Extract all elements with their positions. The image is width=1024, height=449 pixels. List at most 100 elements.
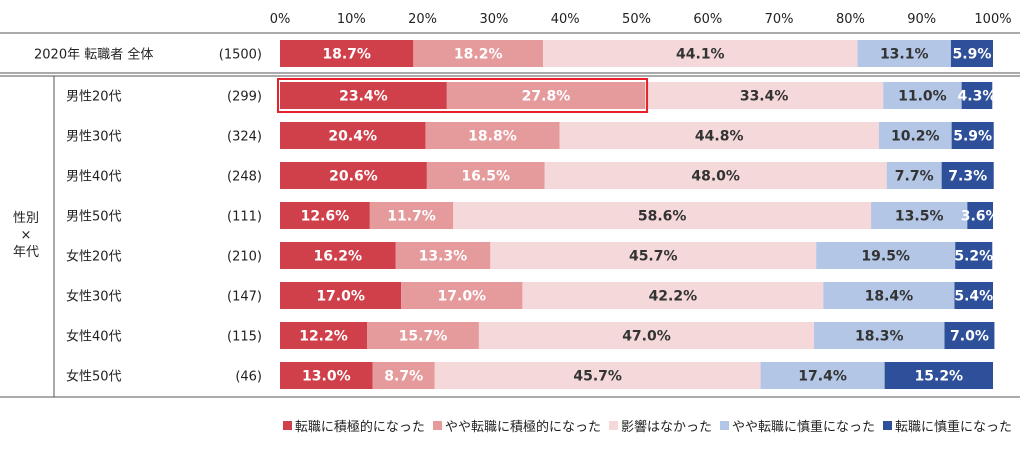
bar-segment: [446, 82, 646, 109]
x-tick-label: 70%: [765, 12, 794, 27]
highlight-box: [277, 78, 649, 113]
data-label: 18.7%: [322, 47, 371, 63]
bar-segment: [886, 162, 942, 189]
data-label: 58.6%: [638, 209, 687, 225]
data-label: 42.2%: [649, 289, 698, 305]
bar-segment: [883, 82, 962, 109]
bar-segment: [941, 162, 994, 189]
legend-item: 転職に慎重になった: [882, 416, 1012, 435]
row-label: 2020年 転職者 全体: [34, 47, 153, 63]
data-label: 4.3%: [958, 89, 997, 105]
row-label: 女性40代: [66, 329, 122, 345]
bar-segment: [559, 122, 879, 149]
bar-segment: [369, 202, 454, 229]
data-label: 13.3%: [419, 249, 468, 265]
bar-segment: [434, 362, 761, 389]
data-label: 44.8%: [695, 129, 744, 145]
x-tick-label: 90%: [907, 12, 936, 27]
data-label: 13.5%: [895, 209, 944, 225]
data-label: 33.4%: [740, 89, 789, 105]
bar-segment: [871, 202, 968, 229]
bar-segment: [280, 122, 426, 149]
x-tick-label: 40%: [551, 12, 580, 27]
data-label: 27.8%: [522, 89, 571, 105]
bar-segment: [857, 40, 951, 67]
bar-segment: [961, 82, 993, 109]
data-label: 12.6%: [301, 209, 350, 225]
row-count: (46): [235, 370, 262, 385]
row-count: (147): [227, 290, 262, 305]
x-tick-label: 0%: [270, 12, 291, 27]
x-tick-label: 50%: [622, 12, 651, 27]
bar-segment: [884, 362, 993, 389]
data-label: 16.5%: [461, 169, 510, 185]
data-label: 13.1%: [880, 47, 929, 63]
highlight-rect: [277, 78, 649, 113]
data-label: 5.9%: [953, 47, 992, 63]
bar-segment: [760, 362, 885, 389]
legend-label: 転職に積極的になった: [294, 420, 425, 435]
data-label: 18.2%: [454, 47, 503, 63]
row-label: 女性30代: [66, 289, 122, 305]
bar-segment: [280, 162, 427, 189]
bar-segment: [490, 242, 817, 269]
data-label: 47.0%: [622, 329, 671, 345]
data-label: 7.7%: [895, 169, 934, 185]
bar-segment: [951, 122, 994, 149]
bar-segment: [522, 282, 824, 309]
bar-segment: [280, 242, 396, 269]
bar-segment: [816, 242, 956, 269]
bar-segment: [280, 82, 447, 109]
row-label: 女性50代: [66, 369, 122, 385]
data-label: 15.2%: [915, 369, 964, 385]
row-count: (111): [227, 210, 262, 225]
legend-label: やや転職に慎重になった: [731, 420, 875, 435]
data-label: 10.2%: [891, 129, 940, 145]
data-label: 48.0%: [691, 169, 740, 185]
data-label: 7.0%: [950, 329, 989, 345]
group-label: 年代: [13, 245, 39, 260]
bar-segment: [280, 40, 414, 67]
row-label: 男性20代: [66, 90, 122, 105]
legend-swatch: [432, 421, 442, 430]
data-label: 15.7%: [399, 329, 448, 345]
bar-segment: [878, 122, 952, 149]
bar-segment: [401, 282, 523, 309]
data-label: 44.1%: [676, 47, 725, 63]
row-label: 男性30代: [66, 130, 122, 145]
bar-segment: [645, 82, 884, 109]
data-label: 3.6%: [961, 209, 1000, 225]
bars: 18.7% 18.2% 44.1% 13.1% 5.9% 23.4% 27.8% 33.4% 1…: [280, 40, 1000, 389]
bar-segment: [425, 122, 560, 149]
data-label: 18.3%: [855, 329, 904, 345]
bar-segment: [426, 162, 545, 189]
bar-segment: [280, 362, 373, 389]
x-tick-label: 60%: [693, 12, 722, 27]
legend: 転職に積極的になった やや転職に積極的になった 影響はなかった やや転職に慎重になった…: [282, 416, 1012, 435]
data-label: 12.2%: [299, 329, 348, 345]
data-label: 11.7%: [387, 209, 436, 225]
bar-segment: [372, 362, 435, 389]
data-label: 17.4%: [798, 369, 847, 385]
data-label: 7.3%: [948, 169, 987, 185]
legend-item: 転職に積極的になった: [282, 416, 425, 435]
row-count: (299): [227, 90, 262, 105]
legend-label: やや転職に積極的になった: [444, 420, 601, 435]
legend-item: やや転職に積極的になった: [432, 416, 601, 435]
bar-segment: [950, 40, 993, 67]
data-label: 20.6%: [329, 169, 378, 185]
bar-segment: [955, 242, 993, 269]
group-label: ×: [21, 228, 32, 243]
legend-swatch: [882, 421, 892, 430]
legend-item: やや転職に慎重になった: [719, 416, 875, 435]
row-count: (1500): [219, 48, 262, 63]
data-label: 13.0%: [302, 369, 351, 385]
legend-swatch: [282, 421, 292, 430]
x-tick-label: 100%: [974, 12, 1011, 27]
bar-segment: [967, 202, 993, 229]
bar-segment: [395, 242, 491, 269]
x-tick-label: 80%: [836, 12, 865, 27]
data-label: 11.0%: [898, 89, 947, 105]
data-label: 19.5%: [861, 249, 910, 265]
